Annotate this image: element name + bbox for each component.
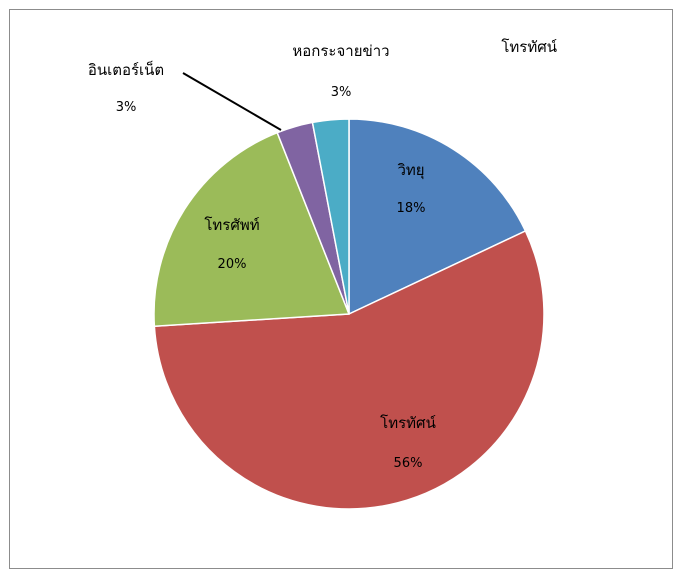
- slice-label-radio: วิทยุ: [397, 161, 425, 180]
- slice-percent-television: 56%: [394, 456, 423, 471]
- slice-label-telephone: โทรศัพท์: [204, 216, 259, 234]
- slice-label-television: โทรทัศน์: [380, 414, 436, 432]
- pie-slices: [154, 119, 544, 509]
- slice-label-internet: อินเตอร์เน็ต: [88, 60, 164, 79]
- leader-line-internet: [183, 73, 281, 130]
- slice-percent-internet: 3%: [116, 100, 137, 115]
- slice-percent-broadcast-tower: 3%: [331, 85, 352, 100]
- slice-percent-telephone: 20%: [218, 257, 247, 272]
- slice-label-broadcast-tower: หอกระจายข่าว: [292, 42, 389, 60]
- legend-entry: โทรทัศน์: [501, 38, 557, 56]
- slice-percent-radio: 18%: [397, 201, 426, 216]
